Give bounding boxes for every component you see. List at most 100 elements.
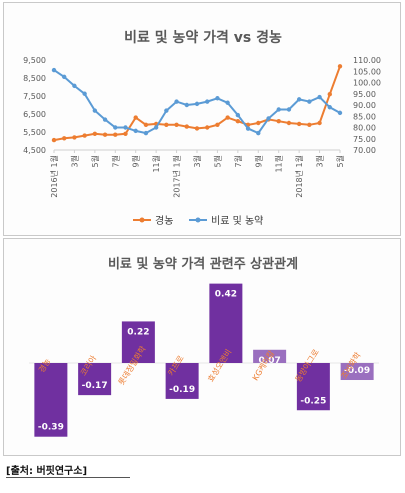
correlation-bar [78,363,112,396]
x-tick-label: 11월 [151,155,161,173]
series-point-0 [317,120,322,126]
correlation-value-label: -0.19 [169,385,195,395]
series-point-1 [296,97,302,102]
x-tick-label: 2018년 1월 [294,155,304,198]
legend-marker-1 [195,217,201,223]
series-point-1 [286,107,292,112]
y-left-tick-label: 6,500 [23,110,46,119]
y-right-tick-label: 80.00 [353,124,376,133]
series-point-1 [317,94,322,100]
series-point-1 [123,125,128,130]
series-point-0 [174,122,179,128]
series-point-0 [225,115,230,120]
line-chart: 비료 및 농약 가격 vs 경농 4,500 5,500 6,500 7,500 8,5… [23,29,381,227]
correlation-value-label: 0.07 [259,356,281,366]
x-tick-label: 9월 [253,155,263,167]
series-point-1 [82,91,87,96]
series-point-0 [327,92,332,97]
x-tick-label: 3월 [192,155,202,167]
x-tick-label: 2016년 1월 [49,155,59,198]
series-point-0 [215,122,220,128]
series-point-0 [123,131,128,136]
line-chart-title: 비료 및 농약 가격 vs 경농 [124,29,282,46]
series-point-0 [133,115,138,120]
series-point-0 [276,119,281,124]
x-tick-label: 9월 [131,155,141,167]
series-point-0 [92,131,98,136]
series-point-1 [194,101,200,107]
series-point-1 [235,112,241,118]
correlation-bar [209,283,243,363]
series-point-1 [102,117,108,122]
series-point-1 [72,83,77,89]
y-right-tick-label: 90.00 [353,101,376,110]
series-point-1 [143,130,149,136]
series-point-1 [164,108,169,113]
x-tick-label: 7월 [110,155,120,167]
series-point-1 [276,107,281,112]
series-point-1 [62,74,67,80]
series-point-0 [62,136,67,141]
source-note: [출처: 버핏연구소] [6,466,88,477]
series-point-1 [225,100,230,105]
series-point-0 [113,132,118,137]
series-point-0 [205,125,210,130]
correlation-bar-chart: 비료 및 농약 가격 관련주 상관관계 -0.39경농-0.17코리아0.22롯… [29,256,379,437]
line-chart-panel: 비료 및 농약 가격 vs 경농 4,500 5,500 6,500 7,500 8,5… [3,2,401,236]
y-right-tick-label: 95.00 [353,90,376,99]
series-point-1 [205,99,210,104]
y-right-tick-label: 100.00 [353,79,381,88]
y-right-tick-label: 85.00 [353,112,376,121]
series-point-0 [256,120,261,126]
correlation-bar [165,363,199,399]
x-tick-label: 5월 [212,155,222,167]
series-point-0 [307,122,312,128]
series-point-0 [286,120,292,126]
x-tick-label: 5월 [90,155,100,167]
series-point-0 [72,135,77,140]
series-point-1 [184,102,189,108]
correlation-value-label: -0.17 [82,381,108,391]
correlation-value-label: -0.39 [38,423,64,433]
series-point-0 [51,137,57,143]
series-point-1 [307,99,312,104]
correlation-chart-panel: 비료 및 농약 가격 관련주 상관관계 -0.39 경농 -0.17 코리아 0.22 롯… [3,238,401,456]
y-right-tick-label: 110.00 [353,56,381,65]
series-point-1 [266,116,271,121]
x-tick-label: 3월 [315,155,325,167]
series-point-0 [235,119,241,124]
y-right-tick-label: 105.00 [353,67,381,76]
correlation-chart-title: 비료 및 농약 가격 관련주 상관관계 [108,256,298,272]
correlation-value-label: -0.25 [300,396,326,406]
series-point-0 [296,121,302,127]
source-underline [6,477,130,478]
x-tick-label: 5월 [335,155,345,167]
legend-marker-0 [139,217,145,223]
y-right-tick-label: 75.00 [353,135,376,144]
legend-label-0: 경농 [155,214,173,227]
x-tick-label: 3월 [69,155,79,167]
correlation-value-label: 0.42 [215,290,237,300]
correlation-bar [253,349,287,363]
series-point-0 [337,64,343,69]
x-tick-label: 7월 [233,155,243,167]
y-left-tick-label: 5,500 [23,128,46,137]
series-point-0 [102,132,108,137]
correlation-bar [340,363,374,381]
series-point-0 [194,126,200,131]
y-left-tick-label: 4,500 [23,146,46,155]
x-tick-label: 2017년 1월 [172,155,182,198]
series-point-1 [215,96,220,101]
correlation-bar [34,363,68,437]
series-point-1 [153,125,159,130]
series-point-1 [51,67,57,73]
y-right-tick-label: 70.00 [353,146,376,155]
x-tick-label: 11월 [274,155,284,173]
series-point-0 [82,133,87,138]
correlation-bar [296,363,330,411]
y-left-tick-label: 7,500 [23,92,46,101]
correlation-value-label: -0.09 [344,366,370,376]
series-point-1 [174,99,179,104]
series-point-1 [92,108,98,113]
series-point-1 [337,110,343,116]
